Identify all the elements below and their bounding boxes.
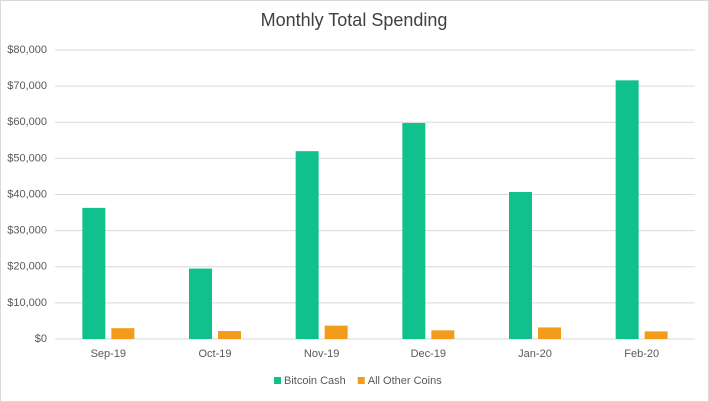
bar xyxy=(509,191,532,339)
x-tick-label: Nov-19 xyxy=(304,348,339,360)
legend-swatch xyxy=(274,377,281,384)
bar xyxy=(324,325,348,339)
y-tick-label: $60,000 xyxy=(7,116,47,128)
x-tick-label: Dec-19 xyxy=(411,348,446,360)
bar xyxy=(82,207,106,339)
x-tick-label: Feb-20 xyxy=(624,348,659,360)
legend-label: Bitcoin Cash xyxy=(284,375,346,387)
bar xyxy=(189,268,212,339)
legend-swatch xyxy=(357,377,365,384)
bar xyxy=(615,80,639,339)
y-tick-label: $0 xyxy=(35,333,47,345)
y-tick-label: $10,000 xyxy=(7,297,47,309)
bar xyxy=(111,328,135,339)
bar xyxy=(644,331,668,339)
bar xyxy=(402,122,426,339)
x-tick-label: Sep-19 xyxy=(91,348,126,360)
x-tick-label: Oct-19 xyxy=(198,348,231,360)
bar xyxy=(431,330,455,339)
bar xyxy=(218,331,241,339)
y-tick-label: $70,000 xyxy=(7,80,47,92)
chart-title: Monthly Total Spending xyxy=(261,10,448,30)
y-tick-label: $50,000 xyxy=(7,152,47,164)
x-tick-label: Jan-20 xyxy=(518,348,552,360)
legend-label: All Other Coins xyxy=(368,375,442,387)
bar xyxy=(538,327,561,339)
y-tick-label: $40,000 xyxy=(7,188,47,200)
y-tick-label: $20,000 xyxy=(7,261,47,273)
bar xyxy=(295,151,319,339)
y-tick-label: $30,000 xyxy=(7,225,47,237)
y-tick-label: $80,000 xyxy=(7,44,47,56)
